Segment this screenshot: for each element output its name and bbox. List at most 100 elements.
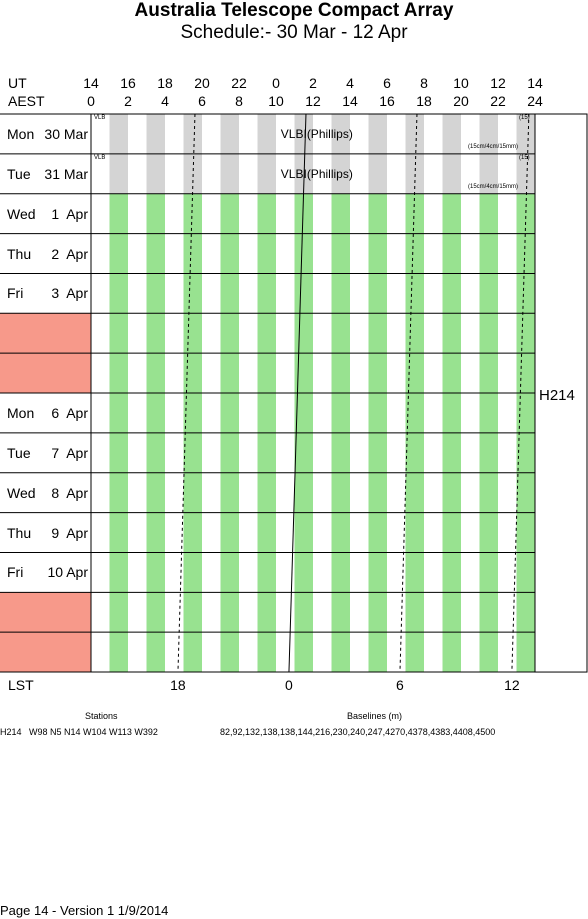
array-config-box [534,113,588,673]
reserved-hour-stripe [516,153,535,194]
available-hour-stripe [479,592,498,633]
weekend-day-cell [0,632,91,673]
available-hour-stripe [479,552,498,593]
reserved-hour-stripe [368,114,387,154]
lst-zero-line [288,113,307,673]
available-hour-stripe [220,512,239,553]
day-label: Wed 1 Apr [0,194,91,234]
available-hour-stripe [220,632,239,673]
available-hour-stripe [257,472,276,513]
block-project-label: VLBI(Phillips) [280,166,353,181]
day-date: 10 Apr [47,564,88,581]
available-hour-stripe [331,552,350,593]
day-of-week: Mon [7,126,35,142]
available-hour-stripe [294,313,313,354]
reserved-hour-stripe [368,153,387,194]
available-hour-stripe [479,393,498,433]
block-project-label: VLBI(Phillips) [280,127,353,141]
available-hour-stripe [109,432,128,473]
available-hour-stripe [294,632,313,673]
lst-axis-label: LST [8,677,34,693]
available-hour-stripe [146,472,165,513]
available-hour-stripe [183,592,202,633]
available-hour-stripe [220,592,239,633]
available-hour-stripe [109,472,128,513]
available-hour-stripe [257,592,276,633]
day-date: 9 Apr [51,524,88,541]
reserved-hour-stripe [479,114,498,154]
available-hour-stripe [183,193,202,234]
block-receiver-note: (15cm/4cm/15mm) [468,144,519,150]
available-hour-stripe [479,353,498,394]
available-hour-stripe [109,193,128,234]
day-label: Tue 31 Mar [0,154,91,194]
available-hour-stripe [405,512,424,553]
aest-tick-label: 14 [342,93,358,109]
reserved-hour-stripe [405,153,424,194]
reserved-hour-stripe [257,114,276,154]
available-hour-stripe [257,353,276,394]
block-receiver-note: (15cm/4cm/15mm) [468,183,519,190]
block-right-tag: (15) [519,154,530,161]
available-hour-stripe [257,552,276,593]
baselines-list: 82,92,132,138,138,144,216,230,240,247,42… [220,727,496,737]
day-date: 1 Apr [51,205,88,222]
ut-tick-label: 10 [453,75,469,91]
available-hour-stripe [257,432,276,473]
available-hour-stripe [109,313,128,354]
available-hour-stripe [479,273,498,314]
available-hour-stripe [442,632,461,673]
available-hour-stripe [257,393,276,433]
day-date: 6 Apr [51,405,88,422]
day-label: Thu 9 Apr [0,513,91,553]
reserved-hour-stripe [294,114,313,154]
available-hour-stripe [442,512,461,553]
available-hour-stripe [331,233,350,274]
ut-tick-label: 22 [231,75,247,91]
day-label: Fri 10 Apr [0,552,91,592]
reserved-hour-stripe [257,153,276,194]
available-hour-stripe [368,552,387,593]
available-hour-stripe [331,472,350,513]
aest-tick-label: 22 [490,93,506,109]
reserved-hour-stripe [109,114,128,154]
page-footer: Page 14 - Version 1 1/9/2014 [0,903,169,918]
available-hour-stripe [294,233,313,274]
available-hour-stripe [257,632,276,673]
available-hour-stripe [516,552,535,593]
available-hour-stripe [146,353,165,394]
aest-tick-label: 2 [124,93,132,109]
day-of-week: Tue [7,444,31,461]
ut-tick-label: 14 [527,75,543,91]
ut-tick-label: 2 [309,75,317,91]
day-date: 31 Mar [44,165,88,182]
day-date: 30 Mar [44,126,88,142]
available-hour-stripe [183,313,202,354]
available-hour-stripe [405,592,424,633]
available-hour-stripe [220,313,239,354]
available-hour-stripe [516,233,535,274]
available-hour-stripe [442,233,461,274]
available-hour-stripe [331,592,350,633]
reserved-hour-stripe [220,114,239,154]
available-hour-stripe [257,233,276,274]
available-hour-stripe [294,393,313,433]
available-hour-stripe [109,273,128,314]
available-hour-stripe [146,233,165,274]
ut-tick-label: 0 [272,75,280,91]
available-hour-stripe [183,632,202,673]
available-hour-stripe [331,393,350,433]
available-hour-stripe [220,193,239,234]
day-label: Mon 6 Apr [0,393,91,433]
available-hour-stripe [183,233,202,274]
available-hour-stripe [146,273,165,314]
page-title: Australia Telescope Compact Array [134,0,454,21]
aest-tick-label: 8 [235,93,243,109]
reserved-hour-stripe [331,153,350,194]
aest-tick-label: 20 [453,93,469,109]
aest-tick-label: 16 [379,93,395,109]
available-hour-stripe [405,313,424,354]
available-hour-stripe [331,273,350,314]
available-hour-stripe [183,432,202,473]
